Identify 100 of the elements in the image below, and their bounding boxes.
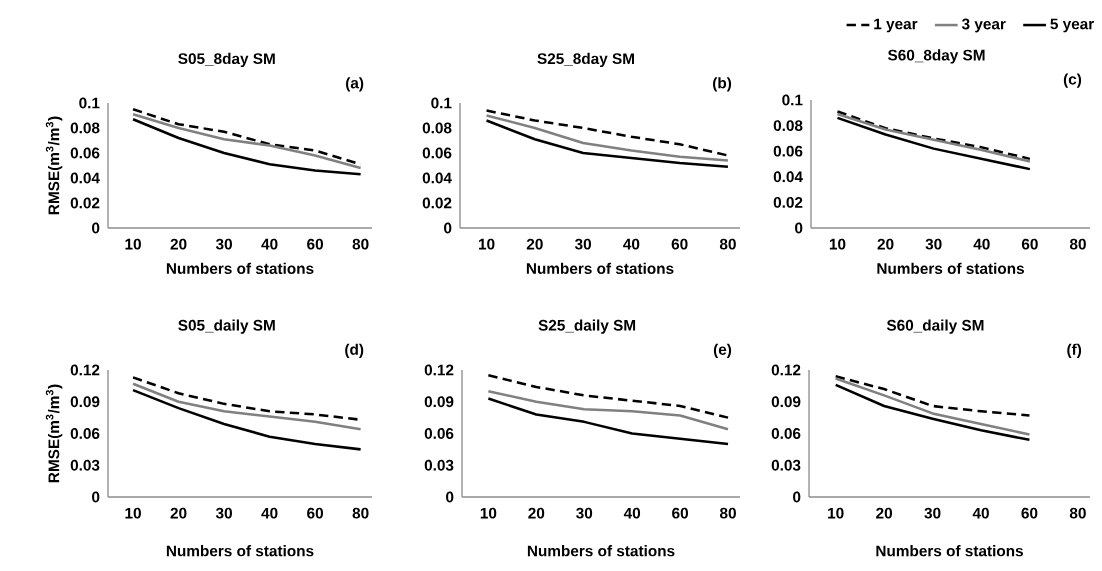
y-tick-label: 0.04 [70,172,100,184]
x-axis-title: Numbers of stations [876,545,1023,557]
y-tick-label: 0.04 [422,172,452,184]
x-axis-title: Numbers of stations [526,262,674,274]
text: (d) [345,343,364,358]
line-series [834,383,1031,442]
chart-title: S25_daily SM [538,319,636,334]
x-tick-label: 20 [877,238,894,250]
y-tick-label: 0.03 [70,459,100,471]
x-tick-label: 60 [672,507,688,519]
legend-label: 1 year [874,18,918,33]
chart-title: S60_8day SM [887,49,985,64]
x-tick-label: 30 [924,507,941,519]
line-series [834,377,1031,436]
y-tick-label: 0.06 [70,428,100,439]
y-axis-title: RMSE(m$^{3}$/m$^{3}$) [45,116,63,215]
y-tick-label: 0.08 [422,122,452,134]
text: (a) [346,77,364,92]
text: (f) [1067,343,1082,358]
x-tick-label: 40 [623,238,640,250]
x-tick-label: 30 [215,507,232,519]
x-axis-title: Numbers of stations [166,262,314,274]
x-tick-label: 30 [215,238,232,250]
line-series [487,389,730,431]
x-tick-label: 40 [261,507,278,519]
y-tick-label: 0.02 [70,197,100,209]
x-axis-title: Numbers of stations [877,262,1024,274]
y-tick-label: 0.04 [773,171,803,183]
text: (c) [1063,73,1082,88]
x-tick-label: 30 [574,238,592,250]
x-tick-label: 20 [528,507,545,519]
x-tick-label: 40 [973,238,990,250]
x-axis-title: Numbers of stations [527,545,675,557]
x-tick-label: 60 [671,238,688,250]
y-axis-title: RMSE(m$^{3}$/m$^{3}$) [45,384,63,483]
y-tick-label: 0.02 [773,196,803,208]
y-tick-label: 0.06 [422,147,452,159]
chart-title: S05_daily SM [178,319,275,334]
y-tick-label: 0.06 [70,147,100,159]
x-tick-label: 80 [352,507,369,519]
line-series [834,375,1031,417]
x-tick-label: 20 [170,507,187,519]
x-tick-label: 30 [576,507,593,519]
x-tick-label: 80 [352,238,369,250]
x-tick-label: 20 [876,507,893,519]
y-tick-label: 0.03 [424,459,454,471]
x-tick-label: 30 [925,238,942,250]
y-tick-label: 0.06 [773,145,803,157]
legend-label: 5 year [1050,18,1094,33]
y-tick-label: 0.09 [424,396,454,408]
line-series [131,388,362,451]
line-series [487,374,730,419]
x-tick-label: 10 [480,507,497,519]
x-tick-label: 20 [170,238,187,250]
y-tick-label: 0.12 [424,364,454,376]
line-series [131,117,362,176]
x-tick-label: 20 [526,238,543,250]
chart-title: S60_daily SM [886,319,984,334]
y-tick-label: 0 [793,491,801,503]
y-tick-label: 0.03 [771,459,801,471]
line-series [485,119,730,169]
x-tick-label: 40 [972,507,989,519]
y-tick-label: 0.06 [771,428,801,439]
y-tick-label: 0.02 [422,197,452,209]
y-tick-label: 0 [444,222,452,234]
y-tick-label: 0.1 [431,97,452,109]
y-tick-label: 0.12 [70,364,100,376]
x-tick-label: 80 [719,507,736,519]
line-series [487,397,730,446]
x-tick-label: 80 [1069,238,1086,250]
x-tick-label: 60 [1021,507,1038,519]
y-tick-label: 0.1 [79,97,100,109]
x-tick-label: 10 [829,238,846,250]
chart-title: S25_8day SM [537,52,634,68]
y-tick-label: 0 [446,491,454,503]
y-tick-label: 0 [92,222,100,234]
text: (b) [713,77,732,92]
y-tick-label: 0.09 [771,396,801,408]
line-series [131,382,362,431]
y-tick-label: 0 [92,491,100,503]
x-tick-label: 80 [719,238,736,250]
y-tick-label: 0.06 [424,428,454,439]
text: (e) [713,343,732,358]
x-tick-label: 60 [1021,238,1038,250]
y-tick-label: 0.08 [70,122,100,134]
chart-title: S05_8day SM [178,52,275,68]
x-tick-label: 10 [828,507,844,519]
y-tick-label: 0.08 [773,120,803,132]
x-tick-label: 80 [1069,507,1086,519]
x-tick-label: 60 [307,238,323,250]
x-tick-label: 60 [307,507,323,519]
y-tick-label: 0.09 [70,396,100,408]
y-tick-label: 0.12 [771,364,801,376]
legend-label: 3 year [961,18,1006,33]
x-tick-label: 10 [478,238,495,250]
x-axis-title: Numbers of stations [166,545,314,557]
x-tick-label: 40 [261,238,278,250]
x-tick-label: 10 [125,507,141,519]
x-tick-label: 10 [125,238,141,250]
y-tick-label: 0 [795,222,803,234]
